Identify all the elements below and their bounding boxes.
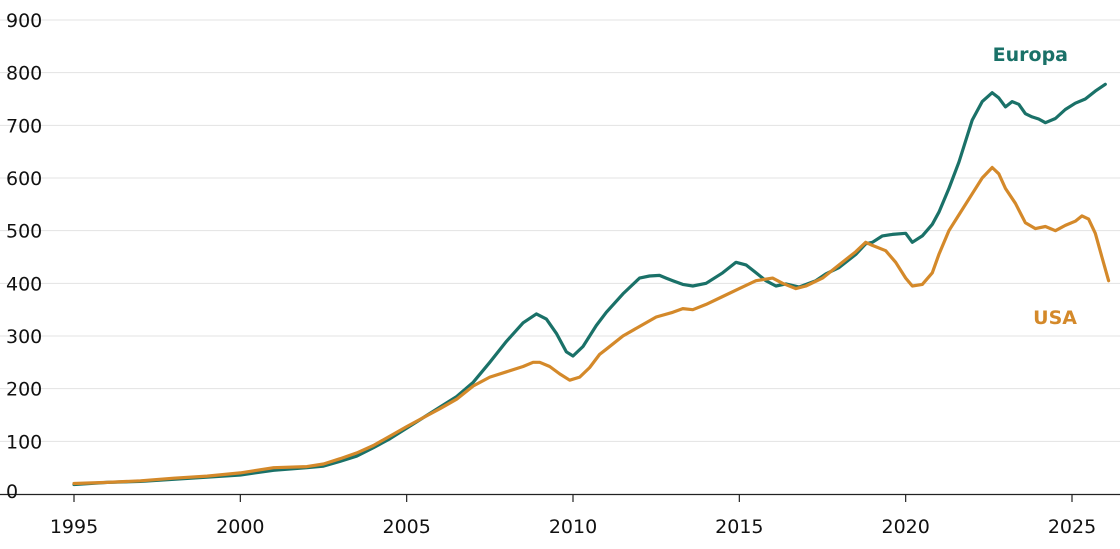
series-line-europa — [72, 82, 1107, 487]
x-axis-tick-labels: 1995 2000 2005 2010 2015 2020 2025 — [50, 494, 1096, 538]
y-tick-label-100: 100 — [6, 431, 42, 453]
x-tick-label-2005: 2005 — [382, 516, 430, 538]
y-tick-label-0: 0 — [6, 481, 18, 503]
x-tick-label-2025: 2025 — [1048, 516, 1096, 538]
y-tick-label-200: 200 — [6, 379, 42, 401]
x-tick-label-2000: 2000 — [216, 516, 264, 538]
series-lines — [72, 82, 1111, 487]
y-axis-tick-labels: 0 100 200 300 400 500 600 700 800 900 — [6, 10, 42, 503]
x-tick-label-1995: 1995 — [50, 516, 98, 538]
y-tick-label-300: 300 — [6, 326, 42, 348]
x-tick-label-2020: 2020 — [881, 516, 929, 538]
y-tick-label-600: 600 — [6, 168, 42, 190]
y-tick-label-800: 800 — [6, 63, 42, 85]
y-tick-label-500: 500 — [6, 221, 42, 243]
x-tick-label-2010: 2010 — [549, 516, 597, 538]
gridlines — [0, 19, 1120, 442]
series-label-usa: USA — [1033, 307, 1077, 329]
y-tick-label-900: 900 — [6, 10, 42, 32]
y-tick-label-400: 400 — [6, 273, 42, 295]
series-line-usa — [72, 165, 1111, 486]
series-label-europa: Europa — [993, 44, 1068, 66]
x-tick-label-2015: 2015 — [715, 516, 763, 538]
y-tick-label-700: 700 — [6, 115, 42, 137]
